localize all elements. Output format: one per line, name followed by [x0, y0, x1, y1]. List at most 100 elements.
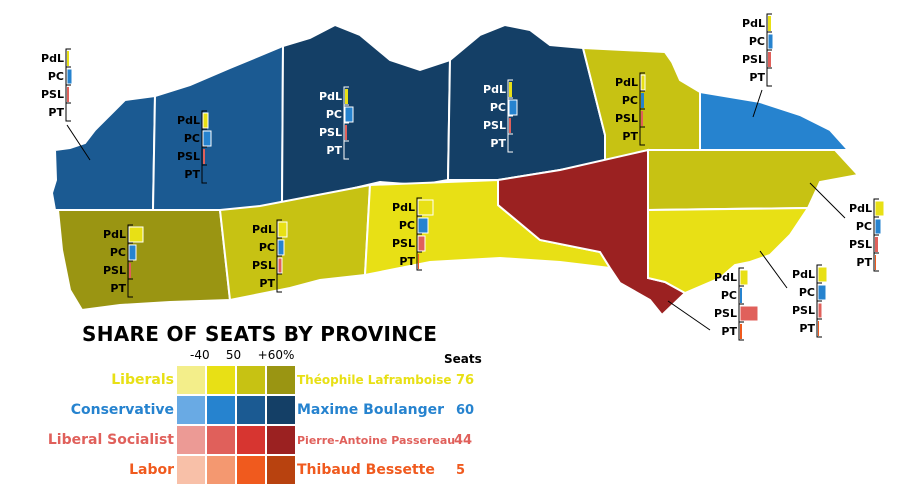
party-abbr-label: PdL — [792, 268, 815, 281]
swatch — [177, 366, 205, 394]
swatch — [207, 366, 235, 394]
party-abbr-label: PT — [110, 282, 126, 295]
province-northwest[interactable] — [50, 94, 157, 211]
swatch — [237, 396, 265, 424]
party-abbr-label: PdL — [849, 202, 872, 215]
party-abbr-label: PSL — [714, 307, 737, 320]
seat-bar-pdl — [874, 200, 885, 217]
party-abbr-label: PT — [326, 144, 342, 157]
bar-bracket — [65, 102, 71, 122]
swatch — [267, 396, 295, 424]
party-abbr-label: PdL — [319, 90, 342, 103]
seat-count: 60 — [456, 403, 475, 418]
seat-bar-psl — [345, 125, 347, 140]
seat-count: 5 — [456, 463, 466, 478]
seat-bar-pdl — [417, 199, 434, 216]
swatch — [207, 456, 235, 484]
scale-label-mid: 50 — [225, 348, 242, 362]
party-abbr-label: PC — [799, 286, 815, 299]
province-north-2[interactable] — [151, 44, 285, 211]
party-abbr-label: PT — [622, 130, 638, 143]
province-northeast[interactable] — [699, 90, 851, 151]
bar-bracket — [639, 126, 645, 146]
scale-label-low: -40 — [190, 348, 210, 362]
party-abbr-label: PC — [399, 219, 415, 232]
party-abbr-label: PSL — [742, 53, 765, 66]
seat-bar-pdl — [128, 226, 144, 243]
party-abbr-label: PSL — [177, 150, 200, 163]
swatch — [177, 456, 205, 484]
province-north-3[interactable] — [280, 23, 452, 207]
swatch — [237, 456, 265, 484]
seat-bar-psl — [67, 87, 69, 102]
seat-bars-n3: PdL PC PSL PT — [319, 86, 354, 160]
province-east-2[interactable] — [647, 206, 810, 295]
seat-bar-pt — [818, 321, 819, 336]
party-abbr-label: PSL — [252, 259, 275, 272]
party-abbr-label: PC — [490, 101, 506, 114]
seat-bar-pdl — [640, 74, 646, 91]
swatch — [177, 426, 205, 454]
party-abbr-label: PdL — [615, 76, 638, 89]
province-north-4[interactable] — [446, 23, 606, 181]
seat-bar-pc — [767, 33, 774, 50]
bar-bracket — [816, 318, 822, 338]
bar-bracket — [738, 321, 744, 341]
party-abbr-label: PSL — [319, 126, 342, 139]
seat-bars-ne: PdL PC PSL PT — [742, 13, 774, 87]
seat-bar-pt — [740, 324, 742, 339]
leader-name: Pierre-Antoine Passereau — [297, 434, 456, 447]
party-abbr-label: PT — [721, 325, 737, 338]
party-name: Liberals — [111, 372, 174, 388]
bar-bracket — [766, 67, 772, 87]
seat-bar-pc — [66, 68, 73, 85]
legend-row-liberal-socialist: Liberal Socialist Pierre-Antoine Passere… — [0, 426, 897, 455]
party-abbr-label: PC — [326, 108, 342, 121]
party-abbr-label: PdL — [41, 52, 64, 65]
seats-header: Seats — [444, 352, 482, 366]
seat-bar-pc — [874, 218, 882, 235]
leader-name: Théophile Laframboise — [297, 373, 452, 387]
party-abbr-label: PSL — [103, 264, 126, 277]
seat-bars-s3: PdL PC PSL PT — [392, 197, 434, 271]
party-abbr-label: PT — [856, 256, 872, 269]
party-abbr-label: PSL — [483, 119, 506, 132]
leader-line-nw — [66, 124, 91, 161]
party-name: Liberal Socialist — [47, 432, 174, 448]
seat-bar-pc — [344, 106, 354, 123]
seat-bar-pdl — [739, 269, 749, 286]
seat-bar-pt — [875, 255, 876, 270]
seat-bars-red: PdL PC PSL PT — [714, 267, 759, 341]
leader-name: Maxime Boulanger — [297, 402, 445, 418]
seat-bar-psl — [277, 257, 283, 274]
party-abbr-label: PSL — [792, 304, 815, 317]
party-abbr-label: PT — [799, 322, 815, 335]
seat-bar-pdl — [817, 266, 828, 283]
swatch — [177, 396, 205, 424]
province-southwest[interactable] — [56, 209, 232, 312]
seat-count: 76 — [456, 373, 475, 388]
province-east-1[interactable] — [647, 149, 860, 212]
seat-bar-psl — [739, 305, 759, 322]
party-name: Labor — [129, 462, 174, 478]
map-title: SHARE OF SEATS BY PROVINCE — [82, 322, 438, 346]
seat-bar-psl — [641, 111, 643, 126]
seat-bar-pc — [641, 93, 644, 108]
legend-scale: -40 50 +60% — [190, 348, 294, 362]
bar-bracket — [127, 278, 133, 298]
party-abbr-label: PT — [259, 277, 275, 290]
party-abbr-label: PT — [48, 106, 64, 119]
party-abbr-label: PdL — [177, 114, 200, 127]
seat-bar-pt — [418, 254, 419, 269]
seat-bar-pc — [128, 244, 137, 261]
party-abbr-label: PC — [110, 246, 126, 259]
party-abbr-label: PdL — [392, 201, 415, 214]
province-south-2[interactable] — [218, 183, 372, 302]
party-abbr-label: PSL — [41, 88, 64, 101]
seat-bars-sw: PdL PC PSL PT — [103, 224, 144, 298]
party-abbr-label: PC — [721, 289, 737, 302]
seat-bars-nw: PdL PC PSL PT — [41, 48, 73, 122]
legend-row-labor: Labor Thibaud Bessette 5 — [0, 456, 897, 485]
party-abbr-label: PdL — [483, 83, 506, 96]
